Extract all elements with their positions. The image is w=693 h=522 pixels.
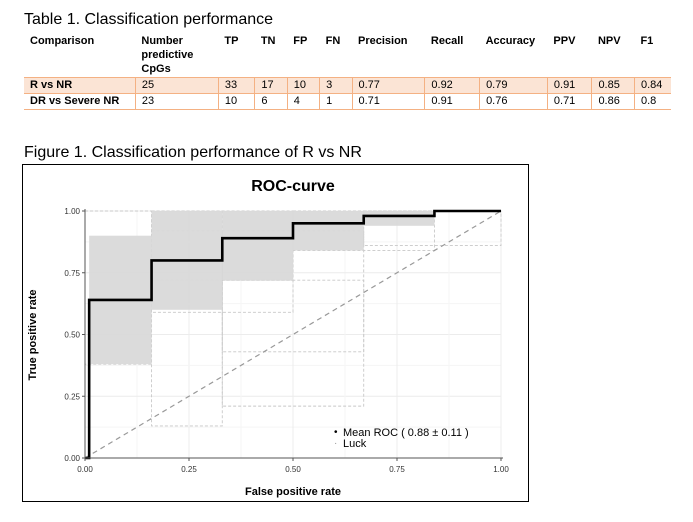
mean-roc-series (85, 209, 501, 460)
cell-accuracy: 0.79 (479, 77, 548, 94)
x-tick-label: 1.00 (493, 465, 509, 474)
cell-npv: 0.86 (591, 93, 635, 110)
classification-table: Comparison Number predictive CpGs TP TN … (24, 32, 671, 110)
header-tp: TP (218, 32, 255, 78)
y-tick-label: 0.25 (64, 392, 80, 401)
x-tick-label: 0.00 (77, 465, 93, 474)
cell-fp: 10 (287, 77, 321, 94)
y-tick-label: 0.00 (64, 454, 80, 463)
header-fp: FP (287, 32, 320, 78)
y-tick-label: 0.75 (64, 269, 80, 278)
cell-fn: 1 (319, 93, 353, 110)
roc-figure: 0.00 0.25 0.50 0.75 1.00 0.00 0.25 0.50 0.75 1.00… (22, 164, 529, 502)
cell-tp: 10 (218, 93, 256, 110)
table-header-row: Comparison Number predictive CpGs TP TN … (24, 32, 671, 78)
cell-tp: 33 (218, 77, 256, 94)
cell-precision: 0.71 (352, 93, 426, 110)
cell-comparison: R vs NR (24, 77, 136, 94)
chart-legend: • Mean ROC ( 0.88 ± 0.11 ) · Luck (334, 427, 469, 450)
header-tn: TN (254, 32, 288, 78)
x-tick-label: 0.25 (181, 465, 197, 474)
y-tick-label: 1.00 (64, 207, 80, 216)
header-f1: F1 (634, 32, 671, 78)
cell-recall: 0.91 (424, 93, 481, 110)
cell-recall: 0.92 (424, 77, 481, 94)
legend-dot-mean-roc: • (334, 427, 338, 438)
legend-label-luck: Luck (343, 438, 367, 450)
band-segment (293, 211, 364, 251)
cell-cpgs: 23 (135, 93, 219, 110)
y-axis-label: True positive rate (27, 289, 39, 380)
header-comparison: Comparison (24, 32, 136, 78)
cell-tn: 17 (254, 77, 288, 94)
cell-npv: 0.85 (591, 77, 635, 94)
confidence-band (89, 211, 435, 365)
header-ppv: PPV (547, 32, 592, 78)
cell-fn: 3 (319, 77, 353, 94)
chart-axes: 0.00 0.25 0.50 0.75 1.00 0.00 0.25 0.50 0.75 1.00 (64, 207, 509, 474)
legend-label-mean-roc: Mean ROC ( 0.88 ± 0.11 ) (343, 427, 469, 439)
cell-precision: 0.77 (352, 77, 426, 94)
cell-accuracy: 0.76 (479, 93, 548, 110)
x-tick-label: 0.50 (285, 465, 301, 474)
header-recall: Recall (424, 32, 480, 78)
band-segment (222, 211, 293, 281)
header-npv: NPV (591, 32, 635, 78)
roc-chart: 0.00 0.25 0.50 0.75 1.00 0.00 0.25 0.50 0.75 1.00… (27, 178, 509, 498)
table-row: DR vs Severe NR 23 10 6 4 1 0.71 0.91 0.… (24, 93, 671, 110)
chart-title: ROC-curve (251, 178, 335, 195)
cell-cpgs: 25 (135, 77, 219, 94)
cell-f1: 0.84 (634, 77, 671, 94)
band-segment (363, 211, 435, 226)
header-accuracy: Accuracy (479, 32, 548, 78)
x-axis-label: False positive rate (245, 486, 341, 498)
cell-ppv: 0.71 (547, 93, 593, 110)
cell-comparison: DR vs Severe NR (24, 93, 136, 110)
x-tick-label: 0.75 (389, 465, 405, 474)
figure-caption: Figure 1. Classification performance of … (24, 144, 362, 161)
header-fn: FN (319, 32, 352, 78)
header-number-cpgs: Number predictive CpGs (135, 32, 219, 78)
cell-ppv: 0.91 (547, 77, 593, 94)
cell-tn: 6 (254, 93, 288, 110)
header-precision: Precision (352, 32, 425, 78)
legend-dot-luck: · (334, 438, 337, 449)
cell-fp: 4 (287, 93, 321, 110)
table-caption: Table 1. Classification performance (24, 11, 274, 28)
table-row: R vs NR 25 33 17 10 3 0.77 0.92 0.79 0.9… (24, 77, 671, 94)
y-tick-label: 0.50 (64, 331, 80, 340)
cell-f1: 0.8 (634, 93, 671, 110)
series-line-mean-roc (85, 209, 501, 460)
